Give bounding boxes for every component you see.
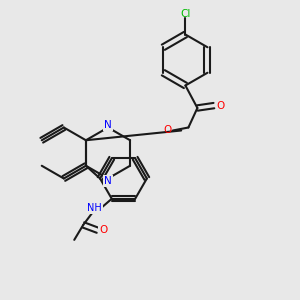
Text: N: N xyxy=(104,120,112,130)
Text: O: O xyxy=(100,225,108,235)
Text: O: O xyxy=(216,100,225,111)
Text: NH: NH xyxy=(87,203,102,213)
Text: Cl: Cl xyxy=(180,9,190,19)
Text: O: O xyxy=(163,125,172,136)
Text: N: N xyxy=(104,176,112,186)
